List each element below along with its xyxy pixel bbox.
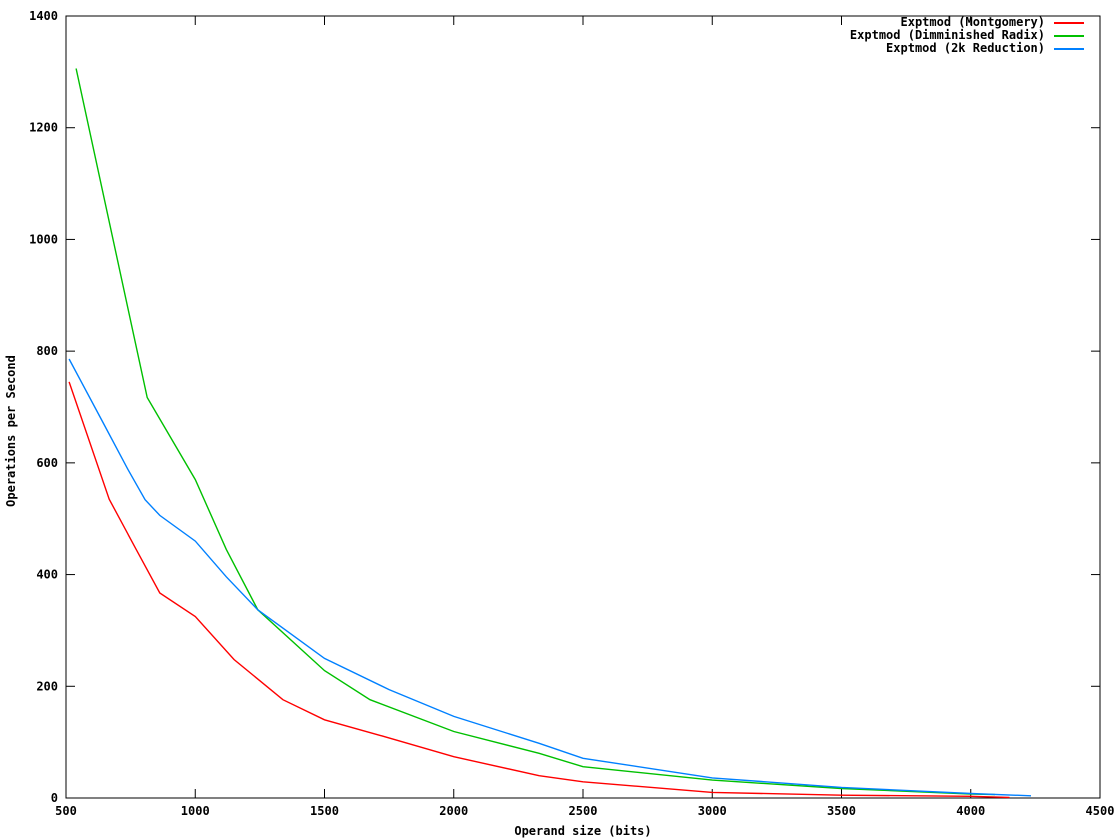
y-tick-label: 1000 bbox=[29, 232, 58, 246]
x-tick-label: 3500 bbox=[827, 804, 856, 818]
y-tick-label: 600 bbox=[36, 456, 58, 470]
x-axis-label: Operand size (bits) bbox=[514, 824, 652, 838]
x-tick-label: 1500 bbox=[310, 804, 339, 818]
x-tick-label: 2500 bbox=[569, 804, 598, 818]
x-tick-label: 4500 bbox=[1086, 804, 1115, 818]
legend-label-montgomery: Exptmod (Montgomery) bbox=[900, 15, 1046, 29]
legend: Exptmod (Montgomery) Exptmod (Dimminishe… bbox=[850, 16, 1084, 55]
legend-line-sample-2k-reduction bbox=[1054, 47, 1084, 50]
series-line-1 bbox=[75, 68, 996, 796]
legend-item-montgomery: Exptmod (Montgomery) bbox=[850, 16, 1084, 29]
x-tick-label: 3000 bbox=[698, 804, 727, 818]
legend-line-sample-dimminished-radix bbox=[1054, 34, 1084, 37]
legend-label-dimminished-radix: Exptmod (Dimminished Radix) bbox=[849, 28, 1045, 42]
plot-border bbox=[65, 15, 1101, 799]
y-tick-label: 0 bbox=[51, 791, 58, 805]
series-line-0 bbox=[68, 381, 1010, 799]
legend-line-sample-montgomery bbox=[1054, 21, 1084, 24]
x-tick-label: 500 bbox=[55, 804, 77, 818]
y-tick-label: 1400 bbox=[29, 9, 58, 23]
y-tick-label: 800 bbox=[36, 344, 58, 358]
legend-item-dimminished-radix: Exptmod (Dimminished Radix) bbox=[850, 29, 1084, 42]
x-tick-label: 2000 bbox=[439, 804, 468, 818]
y-tick-label: 200 bbox=[36, 679, 58, 693]
y-tick-label: 400 bbox=[36, 568, 58, 582]
legend-label-2k-reduction: Exptmod (2k Reduction) bbox=[886, 41, 1045, 55]
x-tick-label: 4000 bbox=[956, 804, 985, 818]
x-tick-label: 1000 bbox=[181, 804, 210, 818]
y-axis-label: Operations per Second bbox=[4, 355, 18, 507]
y-tick-label: 1200 bbox=[29, 121, 58, 135]
series-line-2 bbox=[68, 358, 1032, 797]
legend-item-2k-reduction: Exptmod (2k Reduction) bbox=[850, 42, 1084, 55]
